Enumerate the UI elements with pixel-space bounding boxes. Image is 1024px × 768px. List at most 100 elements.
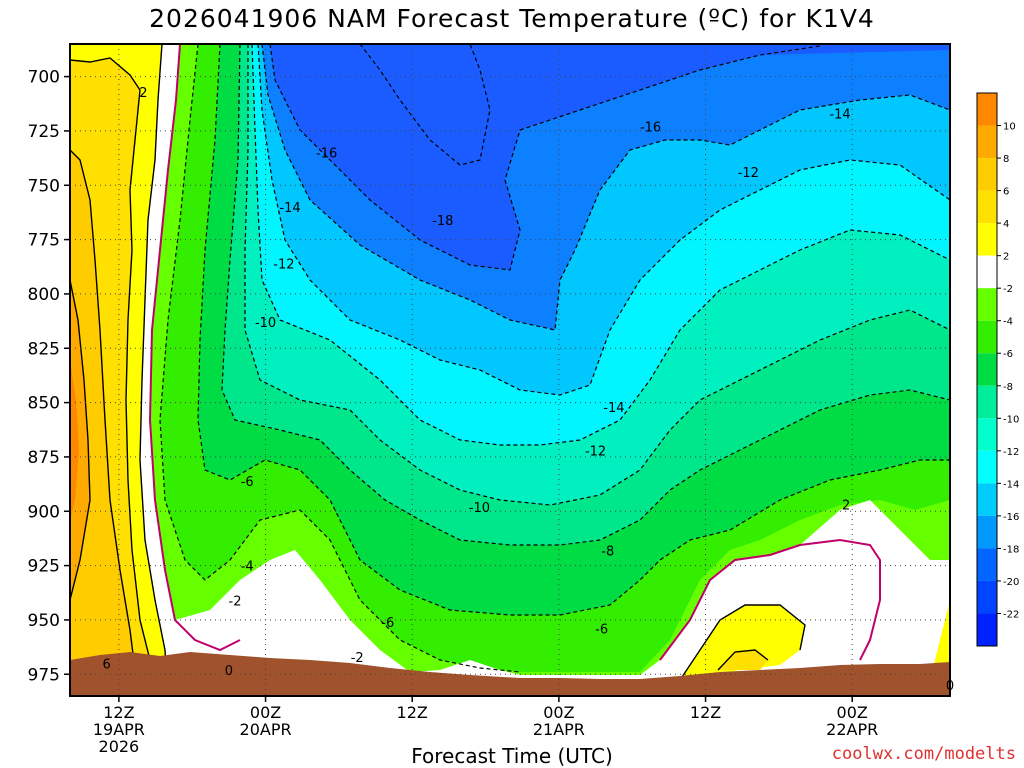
contour-label: -6 <box>241 475 254 490</box>
colorbar-swatch <box>977 385 997 419</box>
contour-label: -16 <box>640 121 661 136</box>
contour-label: -8 <box>601 544 614 559</box>
x-tick-label: 22APR <box>826 720 878 739</box>
contour-plus-6-line <box>70 149 136 671</box>
contour-right-4-line <box>717 649 769 671</box>
colorbar-swatch <box>977 483 997 516</box>
colorbar-swatch <box>977 93 997 126</box>
y-tick-label: 825 <box>28 339 60 359</box>
contour-minus-2-line <box>159 44 521 673</box>
colorbar-swatch <box>977 353 997 386</box>
colorbar-label: -2 <box>1003 284 1013 295</box>
x-tick-label: 12Z <box>103 703 134 722</box>
colorbar-swatch <box>977 125 997 159</box>
x-tick-label: 00Z <box>543 703 574 722</box>
contour-labels: 2 -16 -16 -14 -14 -12 -18 -12 -10 -14 -12 -6 -10 2 -8 -… <box>103 86 955 694</box>
zero-contour-line <box>148 44 241 652</box>
contour-plus-2-line <box>139 44 169 696</box>
colorbar-swatch <box>977 418 997 451</box>
contour-minus-4-line <box>197 44 950 616</box>
colorbar-label: 6 <box>1003 187 1009 198</box>
colorbar-label: -16 <box>1003 512 1019 523</box>
colorbar: 10 8 6 4 2 -2 -4 -6 -8 -10 -12 -14 -16 -18 -20 -22 <box>976 92 1019 647</box>
y-tick-label: 700 <box>28 68 60 88</box>
colorbar-label: -20 <box>1003 577 1019 588</box>
y-tick-label: 725 <box>28 122 60 142</box>
zero-contour-line-right <box>659 538 881 661</box>
colorbar-swatch <box>977 158 997 191</box>
colorbar-label: -22 <box>1003 609 1019 620</box>
colorbar-label: -10 <box>1003 414 1019 425</box>
contour-minus-10-line <box>251 44 950 446</box>
colorbar-label: 4 <box>1003 219 1009 230</box>
x-tick-label: 21APR <box>533 720 585 739</box>
contour-label: -10 <box>255 316 276 331</box>
contour-label: 0 <box>946 679 954 694</box>
x-tick-label: 12Z <box>690 703 721 722</box>
contour-label: -12 <box>273 258 294 273</box>
contour-label: -14 <box>279 201 300 216</box>
contour-label: -6 <box>381 616 394 631</box>
colorbar-swatch <box>977 580 997 614</box>
colorbar-swatch <box>977 190 997 224</box>
y-tick-label: 900 <box>28 502 60 522</box>
band-minus-2 <box>70 44 950 696</box>
contour-plus-8-line <box>70 279 91 601</box>
x-axis-title: Forecast Time (UTC) <box>411 744 613 768</box>
contour-label: -4 <box>241 560 254 575</box>
colorbar-label: 8 <box>1003 154 1009 165</box>
contour-minus-12-line <box>257 44 950 396</box>
contour-label: -14 <box>829 108 850 123</box>
colorbar-label: -8 <box>1003 382 1013 393</box>
source-credit: coolwx.com/modelts <box>831 744 1016 764</box>
band-plus-6 <box>70 150 135 696</box>
contour-label: 0 <box>225 664 233 679</box>
y-tick-label: 950 <box>28 611 60 631</box>
colorbar-swatch <box>977 223 997 256</box>
contour-label: 2 <box>842 499 850 514</box>
contour-minus-18-line <box>359 44 491 166</box>
contour-right-2-line <box>679 604 806 681</box>
contour-label: -14 <box>603 401 624 416</box>
contour-minus-16-line <box>269 44 821 271</box>
contour-label: -2 <box>229 594 242 609</box>
colorbar-swatch <box>977 548 997 581</box>
x-tick-label: 2026 <box>99 737 140 756</box>
contour-label: -18 <box>432 214 453 229</box>
colorbar-swatch <box>977 255 997 289</box>
colorbar-swatch <box>977 450 997 484</box>
y-tick-label: 975 <box>28 665 60 685</box>
colorbar-label: -18 <box>1003 544 1019 555</box>
contour-minus-8-line <box>244 44 950 506</box>
contour-label: -12 <box>585 444 606 459</box>
contour-label: -2 <box>351 651 364 666</box>
horizontal-gridlines <box>70 76 950 675</box>
contour-label: -10 <box>469 501 490 516</box>
band-plus-8 <box>70 280 90 600</box>
y-tick-label: 775 <box>28 231 60 251</box>
x-tick-label: 00Z <box>250 703 281 722</box>
band-plus-10 <box>70 360 79 520</box>
y-tick-label: 750 <box>28 176 60 196</box>
vertical-gridlines <box>118 44 853 696</box>
colorbar-swatch <box>977 320 997 354</box>
contour-minus-6-line <box>221 44 950 546</box>
colorbar-frame <box>976 92 998 647</box>
colorbar-label: -14 <box>1003 479 1019 490</box>
colorbar-swatch <box>977 288 997 321</box>
y-tick-label: 875 <box>28 448 60 468</box>
contour-plus-4-line <box>70 57 156 696</box>
terrain-ground <box>70 652 950 696</box>
contour-label: -12 <box>738 166 759 181</box>
contour-lines <box>70 44 950 696</box>
chart-title: 2026041906 NAM Forecast Temperature (ºC)… <box>149 4 875 33</box>
colorbar-label: -12 <box>1003 447 1019 458</box>
colorbar-label: -6 <box>1003 349 1013 360</box>
colorbar-label: 10 <box>1003 122 1016 133</box>
y-tick-label: 850 <box>28 394 60 414</box>
x-tick-label: 12Z <box>397 703 428 722</box>
warm-pocket-22apr-core <box>718 650 768 670</box>
colorbar-swatch <box>977 515 997 549</box>
